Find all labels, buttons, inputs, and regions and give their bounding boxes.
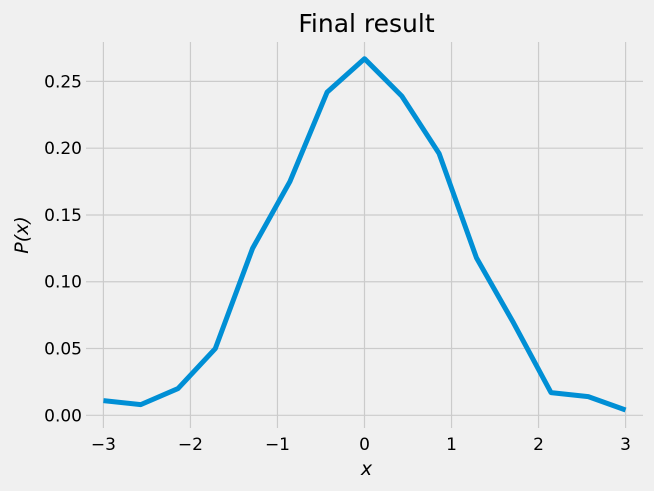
x-tick-label: −3 bbox=[91, 435, 116, 455]
x-tick-label: 2 bbox=[533, 435, 544, 455]
series-layer bbox=[103, 56, 627, 413]
series-line bbox=[103, 56, 627, 413]
y-tick-label: 0.10 bbox=[44, 273, 82, 293]
y-tick-label: 0.15 bbox=[44, 206, 82, 226]
grid bbox=[86, 42, 643, 428]
y-tick-label: 0.25 bbox=[44, 72, 82, 92]
chart-title: Final result bbox=[298, 9, 434, 38]
x-tick-label: −1 bbox=[265, 435, 290, 455]
x-tick-label: −2 bbox=[178, 435, 203, 455]
x-tick-label: 1 bbox=[446, 435, 457, 455]
y-tick-label: 0.05 bbox=[44, 340, 82, 360]
x-tick-label: 3 bbox=[620, 435, 631, 455]
x-axis-label: x bbox=[360, 458, 373, 480]
y-tick-label: 0.20 bbox=[44, 139, 82, 159]
tick-labels: 0.00 0.05 0.10 0.15 0.20 0.25 −3 −2 −1 0 1 2 3 bbox=[44, 72, 631, 455]
y-axis-label: P(x) bbox=[11, 216, 33, 254]
x-tick-label: 0 bbox=[359, 435, 370, 455]
y-tick-label: 0.00 bbox=[44, 406, 82, 426]
